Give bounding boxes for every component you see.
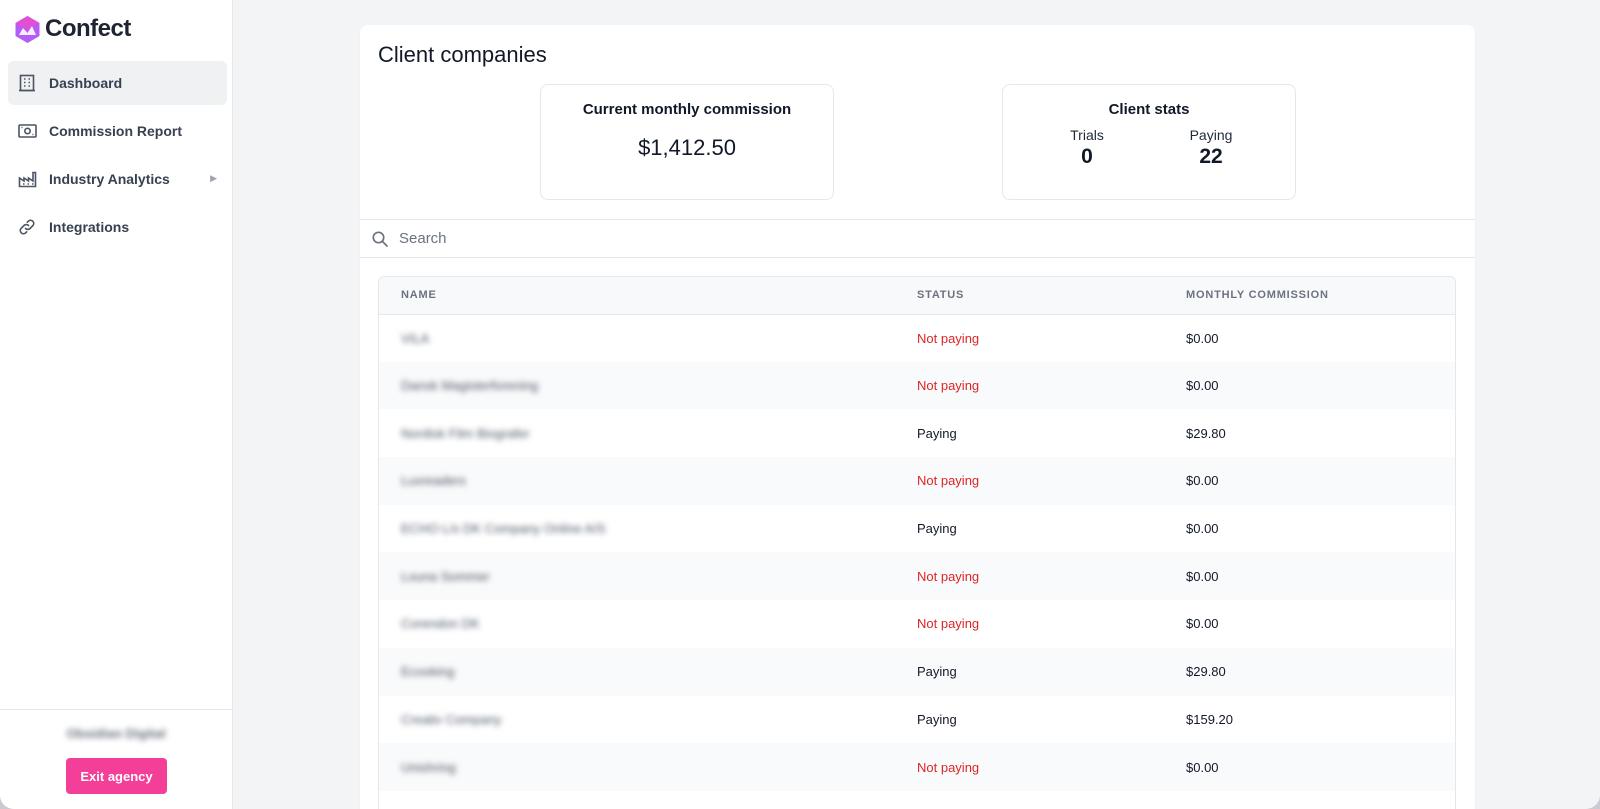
commission-stat-value: $1,412.50 — [638, 135, 736, 160]
company-name: Louna Sommer — [401, 568, 490, 584]
row-commission-cell: $29.80 — [1186, 664, 1226, 680]
table-header-row: NAME STATUS MONTHLY COMMISSION — [379, 277, 1455, 314]
paying-value: 22 — [1199, 145, 1223, 168]
row-status-cell: Not paying — [917, 759, 980, 775]
caret-right-icon: ▶ — [210, 173, 217, 183]
sidebar-item-label: Dashboard — [49, 75, 123, 91]
table-row[interactable]: Louna Sommer Not paying $0.00 — [379, 552, 1455, 601]
row-name-cell: Ecooking — [379, 648, 917, 696]
row-commission-cell: $0.00 — [1186, 759, 1219, 775]
company-name: VILA — [401, 330, 430, 346]
column-header-monthly-commission[interactable]: MONTHLY COMMISSION — [1186, 289, 1329, 302]
clients-table-container: NAME STATUS MONTHLY COMMISSION VILA Not p… — [378, 276, 1456, 809]
table-body: VILA Not paying $0.00 Dansk Magisterforenin… — [379, 314, 1455, 791]
company-name: Luxreaders — [401, 473, 467, 489]
paying-label: Paying — [1189, 127, 1233, 143]
row-commission-cell: $159.20 — [1186, 711, 1233, 727]
row-commission-cell: $0.00 — [1186, 473, 1219, 489]
client-stats-title: Client stats — [1108, 101, 1190, 118]
table-row[interactable]: Ecooking Paying $29.80 — [379, 647, 1455, 696]
row-commission-cell: $0.00 — [1186, 568, 1219, 584]
building-icon — [17, 73, 37, 93]
table-row[interactable]: Dansk Magisterforening Not paying $0.00 — [379, 361, 1455, 410]
sidebar-nav: Dashboard Commission Report — [8, 61, 227, 253]
row-commission-cell: $0.00 — [1186, 330, 1219, 346]
row-status-cell: Paying — [917, 664, 957, 680]
search-bar — [360, 219, 1475, 258]
trials-value: 0 — [1081, 145, 1093, 168]
money-icon — [17, 121, 37, 141]
row-name-cell: Nordisk Film Biografer — [379, 409, 917, 457]
row-status-cell: Paying — [917, 521, 957, 537]
row-status-cell: Paying — [917, 711, 957, 727]
row-commission-cell: $0.00 — [1186, 378, 1219, 394]
table-row[interactable]: VILA Not paying $0.00 — [379, 314, 1455, 362]
row-name-cell: ECHO L/s DK Company Online A/S — [379, 505, 917, 553]
sidebar-item-label: Commission Report — [49, 123, 183, 139]
link-icon — [17, 217, 37, 237]
commission-stat-title: Current monthly commission — [582, 101, 792, 118]
row-commission-cell: $0.00 — [1186, 521, 1219, 537]
table-row[interactable]: Luxreaders Not paying $0.00 — [379, 457, 1455, 505]
company-name: Dansk Magisterforening — [401, 378, 539, 394]
table-row[interactable]: ECHO L/s DK Company Online A/S Paying $0.0… — [379, 505, 1455, 553]
confect-logo-icon — [15, 15, 40, 43]
logo[interactable]: Confect — [14, 14, 131, 44]
row-name-cell: Dansk Magisterforening — [379, 362, 917, 410]
factory-icon — [17, 169, 37, 189]
client-stats-card: Client stats Trials 0 Paying 22 — [1002, 84, 1296, 200]
company-name: ECHO L/s DK Company Online A/S — [401, 521, 606, 537]
trials-stat: Trials 0 — [1025, 127, 1149, 169]
table-row[interactable]: Corendon DK Not paying $0.00 — [379, 600, 1455, 648]
company-name: Corendon DK — [401, 616, 480, 632]
sidebar-item-industry-analytics[interactable]: Industry Analytics ▶ — [8, 157, 227, 201]
company-name: Unishring — [401, 759, 456, 775]
company-name: Ecooking — [401, 664, 455, 680]
row-commission-cell: $0.00 — [1186, 616, 1219, 632]
row-status-cell: Not paying — [917, 473, 980, 489]
row-commission-cell: $29.80 — [1186, 425, 1226, 441]
sidebar-item-label: Integrations — [49, 219, 130, 235]
sidebar: Confect Dashboard — [0, 0, 233, 809]
client-companies-card: Client companies Current monthly commiss… — [360, 25, 1475, 809]
search-input[interactable] — [397, 222, 1475, 255]
table-row[interactable]: Nordisk Film Biografer Paying $29.80 — [379, 409, 1455, 457]
row-status-cell: Paying — [917, 425, 957, 441]
table-row[interactable]: Unishring Not paying $0.00 — [379, 743, 1455, 791]
company-name: Creativ Company — [401, 711, 502, 727]
table-row[interactable]: Creativ Company Paying $159.20 — [379, 696, 1455, 744]
sidebar-item-dashboard[interactable]: Dashboard — [8, 61, 227, 105]
row-status-cell: Not paying — [917, 330, 980, 346]
paying-stat: Paying 22 — [1149, 127, 1273, 169]
exit-agency-button[interactable]: Exit agency — [66, 758, 167, 794]
row-status-cell: Not paying — [917, 568, 980, 584]
page-title: Client companies — [378, 42, 547, 67]
sidebar-item-integrations[interactable]: Integrations — [8, 205, 227, 249]
sidebar-item-label: Industry Analytics — [49, 171, 170, 187]
trials-label: Trials — [1070, 127, 1104, 143]
row-name-cell: Louna Sommer — [379, 552, 917, 600]
company-name: Nordisk Film Biografer — [401, 425, 530, 441]
row-name-cell: Corendon DK — [379, 600, 917, 648]
client-stats-columns: Trials 0 Paying 22 — [1003, 127, 1295, 169]
column-header-name[interactable]: NAME — [401, 289, 437, 302]
row-name-cell: Luxreaders — [379, 457, 917, 505]
row-name-cell: VILA — [379, 314, 917, 362]
row-name-cell: Unishring — [379, 743, 917, 791]
agency-name: Obsidian Digital — [66, 726, 166, 741]
row-status-cell: Not paying — [917, 378, 980, 394]
row-status-cell: Not paying — [917, 616, 980, 632]
column-header-status[interactable]: STATUS — [917, 289, 965, 302]
sidebar-footer: Obsidian Digital Exit agency — [0, 709, 232, 809]
search-icon — [372, 230, 388, 247]
row-name-cell: Creativ Company — [379, 696, 917, 744]
sidebar-item-commission-report[interactable]: Commission Report — [8, 109, 227, 153]
commission-stat-card: Current monthly commission $1,412.50 — [540, 84, 834, 200]
clients-table: NAME STATUS MONTHLY COMMISSION VILA Not p… — [379, 277, 1455, 791]
app-name: Confect — [45, 15, 131, 42]
